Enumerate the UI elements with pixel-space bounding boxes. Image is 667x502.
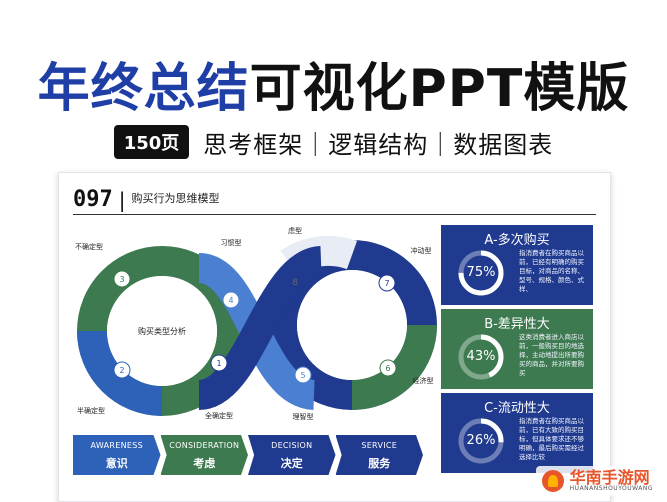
card-c-title: C-流动性大 — [484, 401, 550, 416]
hero-title: 年终总结可视化PPT模版 — [0, 46, 667, 121]
pages-badge: 150页 — [113, 125, 190, 159]
watermark-logo-icon — [541, 469, 564, 492]
node-4-number: 4 — [228, 296, 233, 305]
infinity-diagram: 购买类型分析 1 全确定型 2 半确定型 3 不确定型 4 习惯型 5 理智型 — [75, 226, 437, 421]
card-c-desc: 指消费者在购买商品以前，已有大致的购买目标，但具体要求还不够明确，最后购买需经过… — [519, 417, 584, 461]
card-b-title: B-差异性大 — [484, 317, 550, 332]
stage-service-en: SERVICE — [361, 441, 398, 450]
node-5-number: 5 — [300, 371, 305, 380]
node-6-number: 6 — [385, 364, 390, 373]
node-3[interactable]: 3 不确定型 — [75, 242, 131, 288]
left-loop-center — [107, 276, 217, 386]
node-5-label: 理智型 — [293, 412, 314, 421]
slide-header: 097 | 购买行为思维模型 — [73, 187, 220, 212]
card-b-percent: 43% — [466, 349, 496, 364]
card-b-ring — [458, 334, 504, 380]
subtitle-row: 150页 思考框架｜逻辑结构｜数据图表 — [0, 125, 667, 159]
card-b[interactable]: 43% B-差异性大 这类消费者进入商店以前，一般购买目的地选择，主动地提出所要… — [441, 309, 593, 389]
node-1-label: 全确定型 — [205, 411, 233, 420]
cross-band-dark — [196, 246, 324, 410]
node-2-number: 2 — [119, 366, 124, 375]
node-5[interactable]: 5 理智型 — [293, 366, 314, 421]
watermark-text: 华南手游网 HUANANSHOUYOUWANG — [570, 469, 653, 493]
card-a-ring — [458, 250, 504, 296]
center-label: 购买类型分析 — [138, 326, 186, 336]
node-8-label: 虑型 — [288, 226, 302, 235]
node-3-number: 3 — [119, 275, 124, 284]
card-a-desc: 指消费者在购买商品以前，已经有明确的购买目标，对商品的名称、型号、规格、颜色、式… — [519, 249, 584, 293]
card-c-ring — [458, 418, 504, 464]
stage-bar: AWARENESS 意识 CONSIDERATION 考虑 DECISION 决… — [73, 435, 423, 475]
node-6[interactable]: 6 经济型 — [379, 359, 434, 385]
stage-consideration-en: CONSIDERATION — [169, 441, 240, 450]
card-c-percent: 26% — [466, 433, 496, 448]
stage-awareness-cn: 意识 — [105, 457, 128, 470]
node-7[interactable]: 7 冲动型 — [378, 246, 432, 292]
node-4[interactable]: 4 习惯型 — [221, 238, 242, 309]
node-3-label: 不确定型 — [75, 242, 103, 251]
node-4-label: 习惯型 — [221, 238, 242, 247]
node-1-number: 1 — [216, 359, 221, 368]
card-c[interactable]: 26% C-流动性大 指消费者在购买商品以前，已有大致的购买目标，但具体要求还不… — [441, 393, 593, 473]
card-a[interactable]: 75% A-多次购买 指消费者在购买商品以前，已经有明确的购买目标，对商品的名称… — [441, 225, 593, 305]
left-loop-blue-arc — [77, 330, 163, 416]
card-b-desc: 这类消费者进入商店以前，一般购买目的地选择，主动地提出所要购买的商品，并对所要购… — [519, 333, 584, 377]
stage-service-cn: 服务 — [368, 457, 391, 470]
node-7-number: 7 — [384, 279, 389, 288]
stage-decision[interactable]: DECISION 决定 — [248, 435, 336, 475]
hero-title-blue: 年终总结 — [37, 59, 250, 119]
right-loop-center — [297, 270, 407, 380]
stage-consideration-cn: 考虑 — [193, 457, 216, 470]
watermark-cn: 华南手游网 — [569, 467, 650, 487]
node-2-label: 半确定型 — [77, 406, 105, 415]
node-1[interactable]: 1 全确定型 — [205, 354, 233, 420]
stage-awareness-en: AWARENESS — [90, 441, 143, 450]
right-loop-green-arc — [351, 324, 437, 410]
stage-decision-cn: 决定 — [280, 457, 303, 470]
subtitle-text: 思考框架｜逻辑结构｜数据图表 — [203, 130, 554, 159]
card-a-percent: 75% — [466, 265, 496, 280]
stage-consideration[interactable]: CONSIDERATION 考虑 — [160, 435, 248, 475]
stage-service[interactable]: SERVICE 服务 — [335, 435, 423, 475]
slide-rule — [73, 214, 596, 215]
node-2[interactable]: 2 半确定型 — [77, 361, 131, 415]
stage-decision-en: DECISION — [271, 441, 313, 450]
hero-title-dark: 可视化PPT模版 — [249, 59, 630, 119]
node-6-label: 经济型 — [413, 376, 434, 385]
slide-title: 购买行为思维模型 — [131, 192, 220, 205]
stage-awareness[interactable]: AWARENESS 意识 — [73, 435, 161, 475]
watermark: 华南手游网 HUANANSHOUYOUWANG — [535, 465, 659, 496]
slide-separator: | — [118, 188, 126, 212]
node-7-label: 冲动型 — [411, 246, 432, 255]
node-8-number: 8 — [292, 278, 298, 288]
node-8[interactable]: 8 虑型 — [288, 226, 302, 288]
watermark-en: HUANANSHOUYOUWANG — [569, 485, 653, 493]
card-a-title: A-多次购买 — [484, 233, 550, 248]
slide-preview[interactable]: 097 | 购买行为思维模型 购买类型分析 1 全确定型 2 半确定型 — [58, 172, 611, 502]
slide-number: 097 — [73, 187, 113, 212]
